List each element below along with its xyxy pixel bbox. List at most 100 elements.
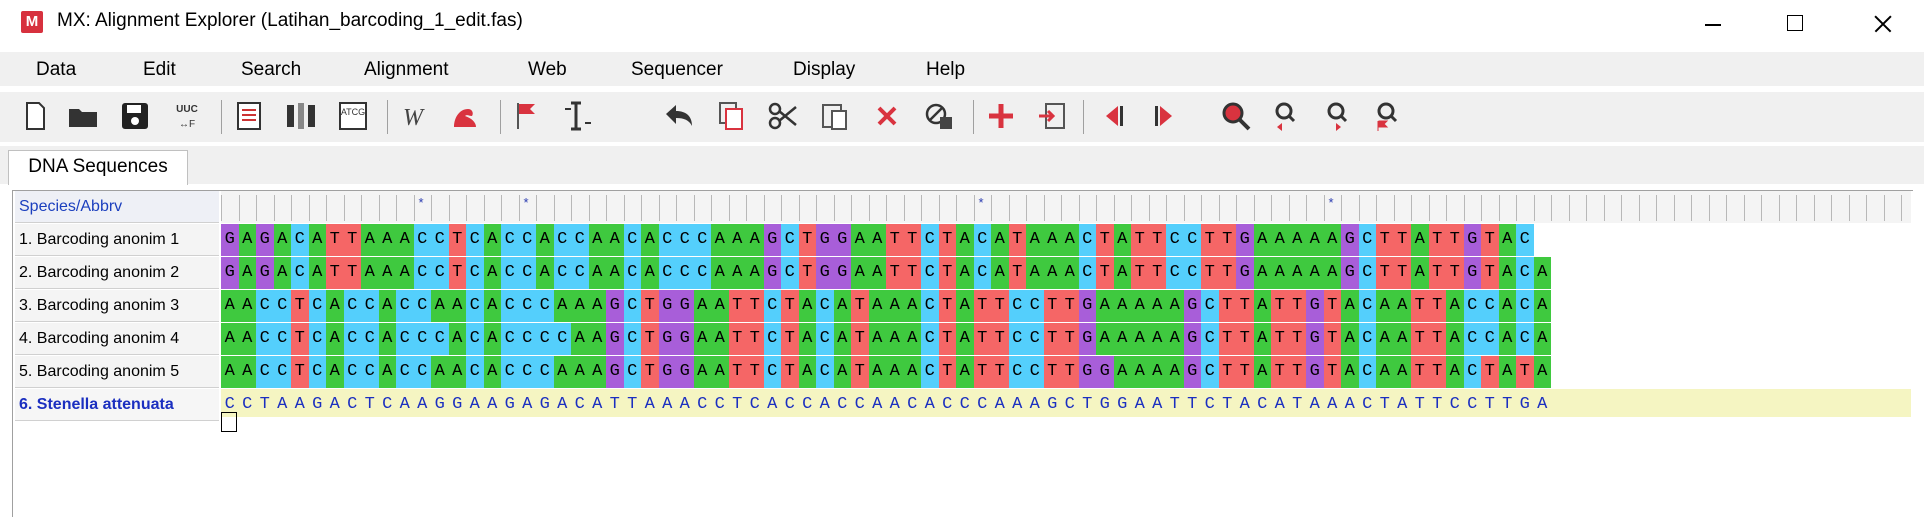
base-cell[interactable]: G [676,323,694,355]
base-cell[interactable]: T [1516,356,1534,388]
base-cell[interactable]: T [1481,389,1499,417]
base-cell[interactable]: T [1236,290,1254,322]
base-cell[interactable]: A [1131,356,1149,388]
insert-gap-icon[interactable] [561,99,595,133]
base-cell[interactable]: A [1393,356,1411,388]
base-cell[interactable]: C [396,290,414,322]
base-cell[interactable]: A [571,290,589,322]
base-cell[interactable]: A [588,389,606,417]
base-cell[interactable]: A [833,356,851,388]
base-cell[interactable]: T [1288,323,1306,355]
base-cell[interactable]: A [868,290,886,322]
base-cell[interactable]: T [448,224,466,256]
base-cell[interactable]: G [763,224,781,256]
base-cell[interactable]: T [1498,389,1516,417]
base-cell[interactable]: A [1113,323,1131,355]
base-cell[interactable]: T [851,356,869,388]
base-cell[interactable]: G [658,323,676,355]
base-cell[interactable]: A [956,224,974,256]
base-cell[interactable]: T [1183,389,1201,417]
base-cell[interactable]: C [1061,389,1079,417]
base-cell[interactable]: C [413,356,431,388]
base-cell[interactable]: A [1341,323,1359,355]
base-cell[interactable]: A [378,323,396,355]
menu-sequencer[interactable]: Sequencer [631,59,723,80]
base-cell[interactable]: A [1306,257,1324,289]
base-cell[interactable]: C [781,257,799,289]
base-cell[interactable]: A [1148,389,1166,417]
add-icon[interactable] [984,99,1018,133]
base-cell[interactable]: T [886,224,904,256]
base-cell[interactable]: A [868,389,886,417]
base-cell[interactable]: A [326,290,344,322]
atcg-icon[interactable]: ATCG [336,99,370,133]
base-cell[interactable]: C [623,257,641,289]
base-cell[interactable]: C [746,389,764,417]
base-cell[interactable]: A [588,290,606,322]
base-cell[interactable]: T [1428,389,1446,417]
base-cell[interactable]: C [501,290,519,322]
base-cell[interactable]: A [448,323,466,355]
base-cell[interactable]: C [798,389,816,417]
base-cell[interactable]: T [1288,356,1306,388]
base-cell[interactable]: T [1078,389,1096,417]
base-cell[interactable]: G [1306,290,1324,322]
base-cell[interactable]: C [571,389,589,417]
base-cell[interactable]: C [273,290,291,322]
base-cell[interactable]: C [623,290,641,322]
base-cell[interactable]: A [1411,257,1429,289]
base-cell[interactable]: A [1026,224,1044,256]
base-cell[interactable]: C [396,323,414,355]
maximize-button[interactable] [1765,2,1825,42]
base-cell[interactable]: T [1481,257,1499,289]
base-cell[interactable]: A [238,323,256,355]
sequence-name-row-selected[interactable]: 6. Stenella attenuata [15,389,219,421]
base-cell[interactable]: T [1323,323,1341,355]
base-cell[interactable]: T [781,323,799,355]
base-cell[interactable]: T [938,356,956,388]
base-cell[interactable]: T [938,257,956,289]
base-cell[interactable]: C [1481,323,1499,355]
base-cell[interactable]: A [1113,257,1131,289]
base-cell[interactable]: A [693,290,711,322]
base-cell[interactable]: C [431,257,449,289]
base-cell[interactable]: T [938,290,956,322]
base-cell[interactable]: T [1201,257,1219,289]
base-cell[interactable]: T [1428,224,1446,256]
base-cell[interactable]: T [291,290,309,322]
menu-search[interactable]: Search [241,59,302,80]
copy-icon[interactable] [714,99,748,133]
base-cell[interactable]: A [1253,356,1271,388]
base-cell[interactable]: A [588,323,606,355]
base-cell[interactable]: A [711,290,729,322]
base-cell[interactable]: T [1411,356,1429,388]
import-icon[interactable] [1036,99,1070,133]
gap-delete-icon[interactable] [922,99,956,133]
menu-edit[interactable]: Edit [143,59,176,80]
base-cell[interactable]: T [938,323,956,355]
base-cell[interactable]: C [518,356,536,388]
base-cell[interactable]: G [221,224,239,256]
base-cell[interactable]: G [1306,323,1324,355]
base-cell[interactable]: A [483,257,501,289]
base-cell[interactable]: C [256,290,274,322]
base-cell[interactable]: C [343,323,361,355]
base-cell[interactable]: C [1201,389,1219,417]
base-cell[interactable]: A [1148,323,1166,355]
base-cell[interactable]: T [1236,323,1254,355]
base-cell[interactable]: C [623,356,641,388]
base-cell[interactable]: A [1026,389,1044,417]
base-cell[interactable]: A [1236,389,1254,417]
base-cell[interactable]: C [711,389,729,417]
base-cell[interactable]: A [1096,323,1114,355]
base-cell[interactable]: A [711,224,729,256]
base-cell[interactable]: G [816,224,834,256]
base-cell[interactable]: T [728,356,746,388]
base-cell[interactable]: T [1236,356,1254,388]
base-cell[interactable]: T [1428,356,1446,388]
base-cell[interactable]: T [1043,356,1061,388]
base-cell[interactable]: T [728,323,746,355]
open-folder-icon[interactable] [66,99,100,133]
base-cell[interactable]: G [1341,224,1359,256]
